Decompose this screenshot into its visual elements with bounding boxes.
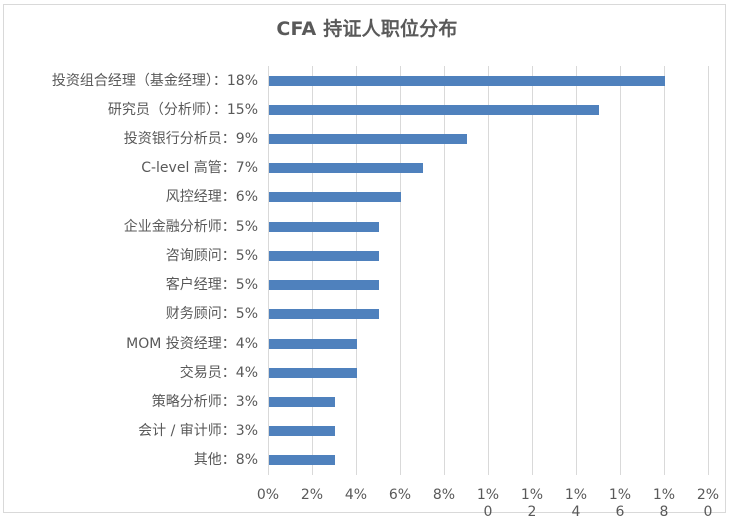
- x-tick-label: 8%: [432, 487, 456, 503]
- x-tick-label: 1% 6: [608, 487, 632, 520]
- category-label: 研究员（分析师）：15%: [107, 101, 258, 118]
- bar: [269, 309, 379, 320]
- bar: [269, 280, 379, 291]
- x-tick-label: 1% 4: [564, 487, 588, 520]
- x-tick-label: 1% 0: [476, 487, 500, 520]
- gridline: [356, 66, 357, 475]
- category-label: 会计 / 审计师：3%: [138, 423, 258, 440]
- bar: [269, 221, 379, 232]
- gridline: [312, 66, 313, 475]
- category-label: 其他：8%: [193, 452, 258, 469]
- bar: [269, 367, 357, 378]
- bar: [269, 338, 357, 349]
- x-tick-label: 4%: [344, 487, 368, 503]
- gridline: [708, 66, 709, 475]
- category-label: 投资银行分析员：9%: [123, 131, 258, 148]
- category-label: 客户经理：5%: [165, 277, 258, 294]
- category-label: 企业金融分析师：5%: [123, 218, 258, 235]
- x-tick-label: 0%: [256, 487, 280, 503]
- bar: [269, 104, 599, 115]
- bar: [269, 163, 423, 174]
- gridline: [488, 66, 489, 475]
- x-tick-label: 1% 2: [520, 487, 544, 520]
- plot-area: [268, 66, 709, 475]
- bar: [269, 426, 335, 437]
- category-label: 交易员：4%: [179, 364, 258, 381]
- chart-title: CFA 持证人职位分布: [276, 18, 458, 40]
- category-label: C-level 高管：7%: [141, 160, 258, 177]
- gridline: [620, 66, 621, 475]
- category-axis-line: [268, 66, 269, 475]
- category-label: 咨询顾问：5%: [165, 247, 258, 264]
- x-tick-label: 1% 8: [652, 487, 676, 520]
- category-label: 风控经理：6%: [165, 189, 258, 206]
- category-label: 策略分析师：3%: [151, 393, 258, 410]
- x-tick-label: 6%: [388, 487, 412, 503]
- gridline: [576, 66, 577, 475]
- gridline: [664, 66, 665, 475]
- gridline: [444, 66, 445, 475]
- category-label: MOM 投资经理：4%: [126, 335, 258, 352]
- bar: [269, 455, 335, 466]
- bar: [269, 396, 335, 407]
- bar: [269, 75, 665, 86]
- bar: [269, 250, 379, 261]
- gridline: [532, 66, 533, 475]
- category-label: 投资组合经理（基金经理）：18%: [51, 72, 258, 89]
- gridline: [400, 66, 401, 475]
- category-label: 财务顾问：5%: [165, 306, 258, 323]
- bar: [269, 134, 467, 145]
- x-tick-label: 2% 0: [696, 487, 720, 520]
- x-tick-label: 2%: [300, 487, 324, 503]
- bar: [269, 192, 401, 203]
